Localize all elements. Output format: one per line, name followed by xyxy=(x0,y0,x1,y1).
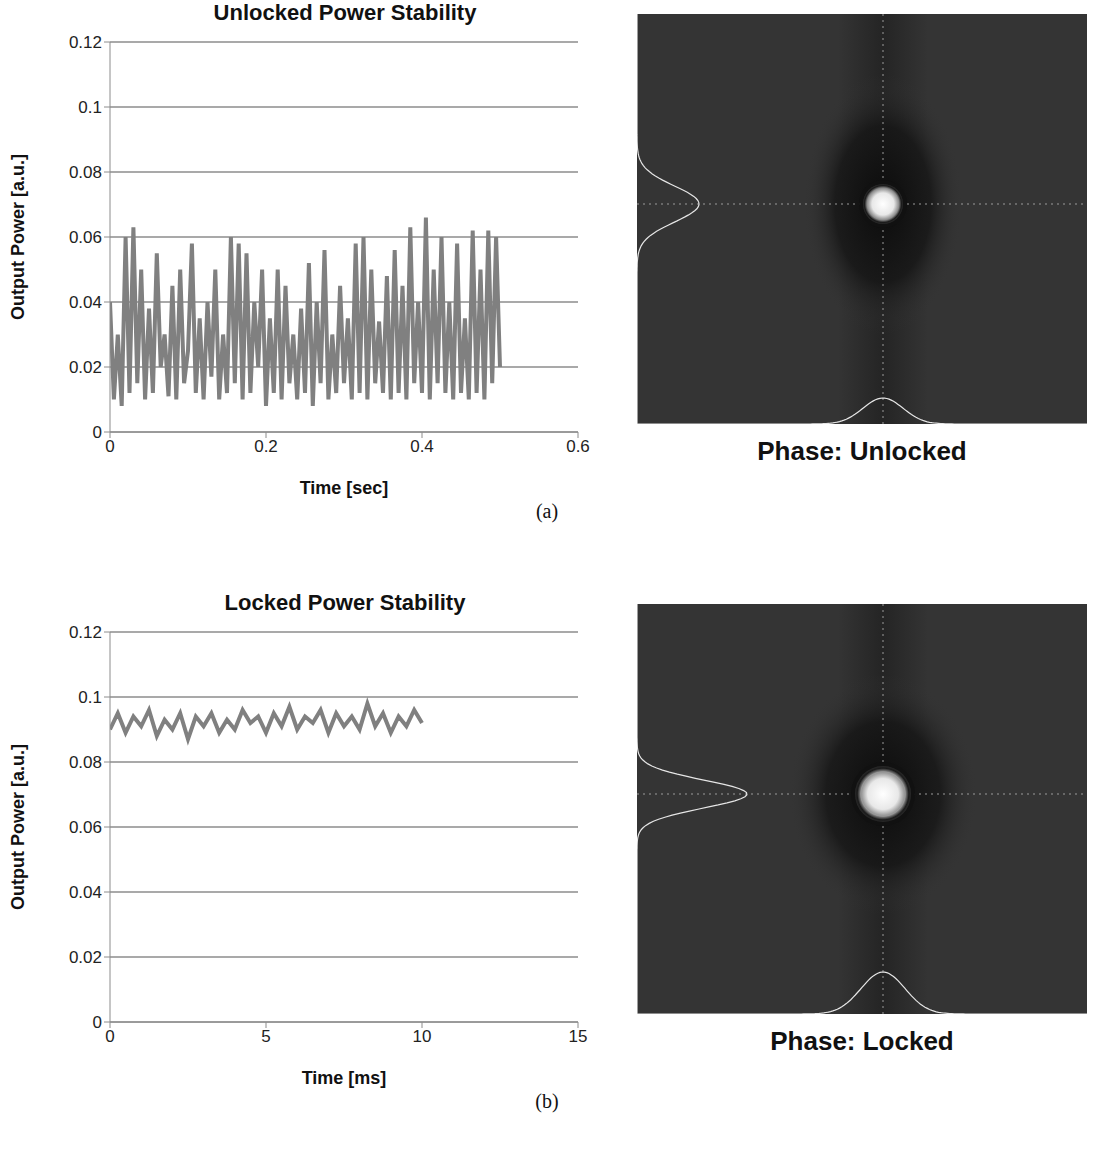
svg-text:0.2: 0.2 xyxy=(254,437,278,456)
html-text:(b): (b) xyxy=(535,1090,559,1112)
svg-text:5: 5 xyxy=(261,1027,270,1046)
html-text:(a): (a) xyxy=(535,500,559,522)
svg-text:0: 0 xyxy=(93,423,102,442)
svg-text:0.12: 0.12 xyxy=(69,624,102,642)
svg-text:10: 10 xyxy=(413,1027,432,1046)
svg-text:0.08: 0.08 xyxy=(69,163,102,182)
svg-text:Output Power [a.u.]: Output Power [a.u.] xyxy=(8,154,28,320)
svg-text:0: 0 xyxy=(105,1027,114,1046)
html-text:Phase: Unlocked: Phase: Unlocked xyxy=(757,436,967,466)
svg-text:0.04: 0.04 xyxy=(69,293,102,312)
svg-text:0.4: 0.4 xyxy=(410,437,434,456)
svg-text:0.06: 0.06 xyxy=(69,818,102,837)
svg-text:0: 0 xyxy=(93,1013,102,1032)
svg-text:0.6: 0.6 xyxy=(566,437,590,456)
svg-text:Output Power [a.u.]: Output Power [a.u.] xyxy=(8,744,28,910)
html-text:Unlocked Power Stability: Unlocked Power Stability xyxy=(213,0,477,25)
svg-text:Time [ms]: Time [ms] xyxy=(302,1068,387,1088)
html-text:Locked Power Stability: Locked Power Stability xyxy=(224,590,466,615)
svg-text:0.08: 0.08 xyxy=(69,753,102,772)
svg-text:0.06: 0.06 xyxy=(69,228,102,247)
svg-text:0.02: 0.02 xyxy=(69,948,102,967)
html-text:Phase: Locked: Phase: Locked xyxy=(770,1026,954,1056)
svg-text:0.1: 0.1 xyxy=(78,98,102,117)
svg-text:Time [sec]: Time [sec] xyxy=(300,478,389,498)
svg-text:0.1: 0.1 xyxy=(78,688,102,707)
svg-text:0.12: 0.12 xyxy=(69,34,102,52)
svg-text:0.02: 0.02 xyxy=(69,358,102,377)
svg-text:0: 0 xyxy=(105,437,114,456)
svg-text:15: 15 xyxy=(569,1027,588,1046)
svg-text:0.04: 0.04 xyxy=(69,883,102,902)
